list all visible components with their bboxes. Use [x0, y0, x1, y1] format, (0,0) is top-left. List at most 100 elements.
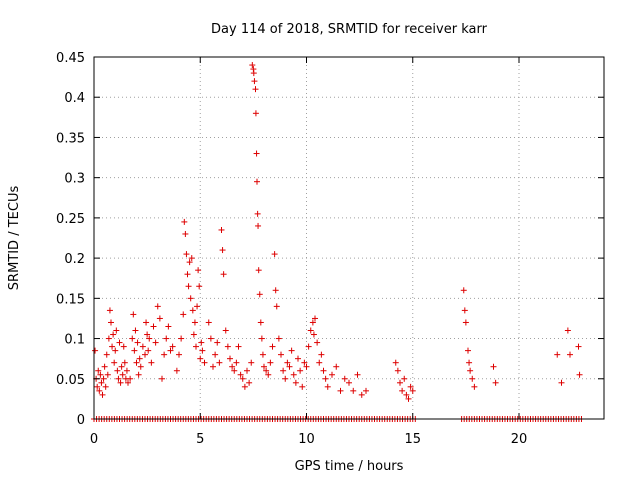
data-point: [173, 367, 180, 374]
data-point: [310, 331, 317, 338]
data-point: [407, 383, 414, 390]
y-tick-label: 0.1: [64, 333, 85, 348]
data-point: [290, 371, 297, 378]
data-point: [112, 347, 119, 354]
data-point: [135, 371, 142, 378]
data-point: [265, 371, 272, 378]
data-point: [567, 351, 573, 358]
data-point: [241, 383, 248, 390]
data-point: [269, 343, 276, 350]
data-point: [301, 359, 308, 366]
data-point: [182, 230, 189, 237]
data-point: [337, 387, 344, 394]
chart-title: Day 114 of 2018, SRMTID for receiver kar…: [211, 22, 488, 37]
data-point: [318, 351, 325, 358]
x-tick-label: 5: [196, 432, 204, 447]
data-point: [320, 367, 327, 374]
data-point: [466, 359, 473, 366]
data-point: [169, 343, 176, 350]
data-point: [161, 351, 168, 358]
data-point: [255, 222, 262, 229]
data-point: [150, 323, 157, 330]
data-point: [118, 363, 125, 370]
data-point: [392, 359, 399, 366]
data-point: [156, 315, 163, 322]
data-point: [111, 359, 118, 366]
data-point: [409, 387, 416, 394]
data-point: [558, 379, 565, 386]
data-point: [98, 379, 105, 386]
data-point: [139, 343, 146, 350]
data-point: [329, 371, 335, 378]
data-point: [152, 339, 159, 346]
data-point: [272, 287, 279, 294]
data-point: [244, 367, 250, 374]
data-point: [205, 319, 212, 326]
data-point: [183, 251, 190, 258]
data-point: [92, 347, 99, 354]
data-point: [101, 363, 108, 370]
data-point: [575, 343, 582, 350]
y-tick-label: 0.35: [56, 131, 85, 146]
data-point: [145, 347, 152, 354]
data-point: [233, 359, 240, 366]
data-point: [143, 319, 150, 326]
data-point: [224, 343, 231, 350]
data-point: [235, 343, 242, 350]
data-point: [286, 363, 293, 370]
data-point: [231, 367, 238, 374]
data-point: [303, 363, 310, 370]
data-point: [210, 363, 216, 370]
data-point: [314, 339, 321, 346]
data-point: [258, 335, 265, 342]
data-point: [125, 379, 131, 386]
data-point: [363, 387, 369, 394]
data-point: [109, 343, 116, 350]
data-point: [196, 283, 203, 290]
data-point: [195, 267, 202, 274]
data-point: [113, 327, 120, 334]
data-point: [292, 379, 299, 386]
data-point: [257, 319, 264, 326]
data-point: [144, 331, 151, 338]
data-point: [295, 355, 301, 362]
y-tick-label: 0.15: [56, 292, 85, 307]
data-point: [249, 62, 256, 69]
data-point: [136, 355, 143, 362]
data-point: [309, 319, 316, 326]
data-point: [131, 347, 138, 354]
data-point: [460, 287, 467, 294]
data-point: [159, 375, 165, 382]
data-point: [239, 375, 246, 382]
data-point: [248, 359, 255, 366]
data-point: [219, 247, 226, 254]
data-point: [184, 271, 191, 278]
data-point: [564, 327, 571, 334]
data-point: [134, 339, 141, 346]
data-point: [137, 363, 144, 370]
data-point: [297, 367, 304, 374]
data-point: [115, 375, 122, 382]
data-point: [229, 363, 236, 370]
data-point: [465, 347, 471, 354]
x-axis-ticks: 0 5 10 15 20: [90, 57, 527, 447]
data-point: [253, 178, 260, 185]
data-point: [462, 319, 469, 326]
data-point: [105, 335, 112, 342]
data-point: [397, 379, 403, 386]
y-tick-label: 0.3: [64, 172, 85, 187]
y-tick-label: 0.4: [64, 91, 85, 106]
data-point: [214, 339, 221, 346]
data-point: [188, 255, 195, 262]
data-point: [576, 371, 583, 378]
data-point: [154, 303, 161, 310]
data-point: [187, 295, 194, 302]
data-point: [263, 367, 270, 374]
data-point: [254, 210, 261, 217]
data-point: [106, 307, 113, 314]
data-point: [216, 359, 223, 366]
plot-frame: [93, 56, 605, 420]
data-point: [252, 86, 259, 93]
data-point: [250, 70, 257, 77]
data-point: [253, 150, 260, 157]
